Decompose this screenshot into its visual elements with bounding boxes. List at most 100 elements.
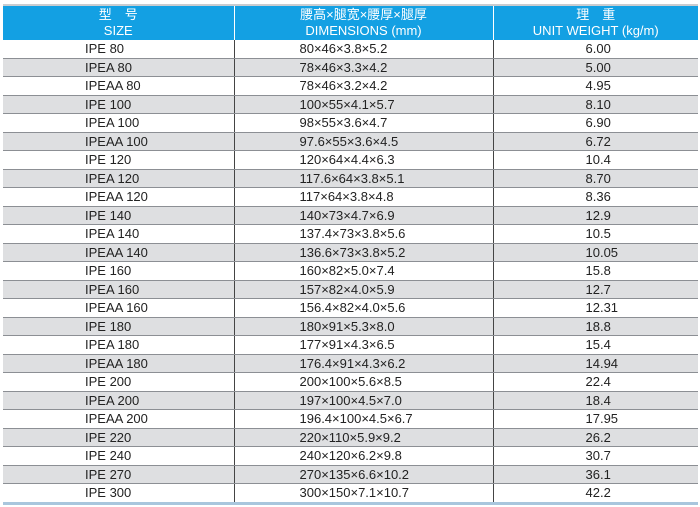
cell-dimensions: 80×46×3.8×5.2 [234, 40, 494, 59]
cell-dimensions: 180×91×5.3×8.0 [234, 317, 494, 336]
cell-weight: 10.05 [493, 243, 698, 262]
cell-size: IPEA 120 [3, 169, 235, 188]
cell-size: IPEAA 120 [3, 187, 235, 207]
cell-dimensions: 270×135×6.6×10.2 [234, 465, 494, 484]
cell-size: IPEA 140 [3, 224, 235, 244]
cell-dimensions: 137.4×73×3.8×5.6 [234, 224, 494, 244]
cell-weight: 36.1 [493, 465, 698, 484]
cell-dimensions: 160×82×5.0×7.4 [234, 261, 494, 281]
table-row: IPEA 200 197×100×4.5×7.0 18.4 [3, 391, 698, 410]
cell-size: IPE 160 [3, 261, 235, 281]
table-row: IPE 220 220×110×5.9×9.2 26.2 [3, 428, 698, 447]
cell-weight: 6.72 [493, 132, 698, 151]
table-row: IPEA 160 157×82×4.0×5.9 12.7 [3, 280, 698, 299]
cell-size: IPE 180 [3, 317, 235, 336]
cell-weight: 15.4 [493, 335, 698, 355]
table-body: IPE 80 80×46×3.8×5.2 6.00 IPEA 80 78×46×3.3×… [3, 40, 698, 505]
cell-dimensions: 156.4×82×4.0×5.6 [234, 298, 494, 318]
table-row: IPE 80 80×46×3.8×5.2 6.00 [3, 40, 698, 59]
cell-size: IPEAA 160 [3, 298, 235, 318]
cell-weight: 10.4 [493, 150, 698, 170]
cell-dimensions: 100×55×4.1×5.7 [234, 95, 494, 114]
cell-size: IPE 300 [3, 483, 235, 505]
cell-weight: 6.00 [493, 40, 698, 59]
cell-size: IPEA 200 [3, 391, 235, 410]
table-row: IPEA 120 117.6×64×3.8×5.1 8.70 [3, 169, 698, 188]
table-row: IPEAA 120 117×64×3.8×4.8 8.36 [3, 187, 698, 207]
table-row: IPEA 100 98×55×3.6×4.7 6.90 [3, 113, 698, 133]
table-row: IPEA 180 177×91×4.3×6.5 15.4 [3, 335, 698, 355]
table-row: IPEAA 140 136.6×73×3.8×5.2 10.05 [3, 243, 698, 262]
cell-weight: 12.7 [493, 280, 698, 299]
cell-size: IPE 140 [3, 206, 235, 225]
cell-dimensions: 136.6×73×3.8×5.2 [234, 243, 494, 262]
cell-size: IPEAA 80 [3, 76, 235, 96]
cell-dimensions: 300×150×7.1×10.7 [234, 483, 494, 505]
table-row: IPE 200 200×100×5.6×8.5 22.4 [3, 372, 698, 392]
cell-dimensions: 177×91×4.3×6.5 [234, 335, 494, 355]
table-row: IPE 140 140×73×4.7×6.9 12.9 [3, 206, 698, 225]
cell-size: IPEA 100 [3, 113, 235, 133]
cell-weight: 30.7 [493, 446, 698, 466]
cell-dimensions: 120×64×4.4×6.3 [234, 150, 494, 170]
table-row: IPE 100 100×55×4.1×5.7 8.10 [3, 95, 698, 114]
cell-size: IPEAA 140 [3, 243, 235, 262]
cell-weight: 26.2 [493, 428, 698, 447]
cell-weight: 42.2 [493, 483, 698, 505]
table-row: IPE 160 160×82×5.0×7.4 15.8 [3, 261, 698, 281]
cell-size: IPE 270 [3, 465, 235, 484]
cell-size: IPEA 80 [3, 58, 235, 77]
header-weight-en: UNIT WEIGHT (kg/m) [532, 23, 659, 38]
cell-size: IPE 120 [3, 150, 235, 170]
cell-weight: 8.70 [493, 169, 698, 188]
table-row: IPEAA 200 196.4×100×4.5×6.7 17.95 [3, 409, 698, 429]
cell-weight: 5.00 [493, 58, 698, 77]
table-row: IPEA 140 137.4×73×3.8×5.6 10.5 [3, 224, 698, 244]
cell-dimensions: 220×110×5.9×9.2 [234, 428, 494, 447]
table-row: IPEAA 180 176.4×91×4.3×6.2 14.94 [3, 354, 698, 373]
cell-size: IPE 100 [3, 95, 235, 114]
header-dimensions: 腰高×腿宽×腰厚×腿厚 DIMENSIONS (mm) [234, 6, 494, 40]
cell-weight: 14.94 [493, 354, 698, 373]
header-weight: 理 重 UNIT WEIGHT (kg/m) [493, 6, 698, 40]
cell-dimensions: 78×46×3.2×4.2 [234, 76, 494, 96]
table-row: IPEA 80 78×46×3.3×4.2 5.00 [3, 58, 698, 77]
table-row: IPE 270 270×135×6.6×10.2 36.1 [3, 465, 698, 484]
cell-dimensions: 157×82×4.0×5.9 [234, 280, 494, 299]
cell-weight: 8.10 [493, 95, 698, 114]
cell-dimensions: 197×100×4.5×7.0 [234, 391, 494, 410]
table-row: IPEAA 100 97.6×55×3.6×4.5 6.72 [3, 132, 698, 151]
header-dim-en: DIMENSIONS (mm) [305, 23, 422, 38]
cell-weight: 15.8 [493, 261, 698, 281]
cell-size: IPE 80 [3, 40, 235, 59]
header-size-cn: 型 号 [98, 7, 138, 22]
table-row: IPE 240 240×120×6.2×9.8 30.7 [3, 446, 698, 466]
header-size-en: SIZE [103, 23, 133, 38]
ipe-spec-table: 型 号 SIZE 腰高×腿宽×腰厚×腿厚 DIMENSIONS (mm) 理 重 UN… [3, 6, 698, 505]
cell-dimensions: 117.6×64×3.8×5.1 [234, 169, 494, 188]
header-size: 型 号 SIZE [3, 6, 235, 40]
cell-dimensions: 196.4×100×4.5×6.7 [234, 409, 494, 429]
cell-size: IPEAA 200 [3, 409, 235, 429]
cell-size: IPEA 180 [3, 335, 235, 355]
cell-weight: 12.31 [493, 298, 698, 318]
cell-dimensions: 140×73×4.7×6.9 [234, 206, 494, 225]
cell-dimensions: 200×100×5.6×8.5 [234, 372, 494, 392]
cell-weight: 22.4 [493, 372, 698, 392]
cell-dimensions: 240×120×6.2×9.8 [234, 446, 494, 466]
table-row: IPEAA 160 156.4×82×4.0×5.6 12.31 [3, 298, 698, 318]
table-row: IPE 300 300×150×7.1×10.7 42.2 [3, 483, 698, 505]
cell-weight: 18.8 [493, 317, 698, 336]
cell-weight: 10.5 [493, 224, 698, 244]
cell-dimensions: 78×46×3.3×4.2 [234, 58, 494, 77]
cell-dimensions: 176.4×91×4.3×6.2 [234, 354, 494, 373]
cell-dimensions: 98×55×3.6×4.7 [234, 113, 494, 133]
table-row: IPE 180 180×91×5.3×8.0 18.8 [3, 317, 698, 336]
cell-weight: 18.4 [493, 391, 698, 410]
cell-size: IPE 240 [3, 446, 235, 466]
cell-weight: 8.36 [493, 187, 698, 207]
ipe-spec-table-container: 型 号 SIZE 腰高×腿宽×腰厚×腿厚 DIMENSIONS (mm) 理 重 UN… [3, 4, 698, 505]
cell-size: IPEAA 180 [3, 354, 235, 373]
cell-dimensions: 117×64×3.8×4.8 [234, 187, 494, 207]
header-dim-cn: 腰高×腿宽×腰厚×腿厚 [300, 7, 427, 22]
